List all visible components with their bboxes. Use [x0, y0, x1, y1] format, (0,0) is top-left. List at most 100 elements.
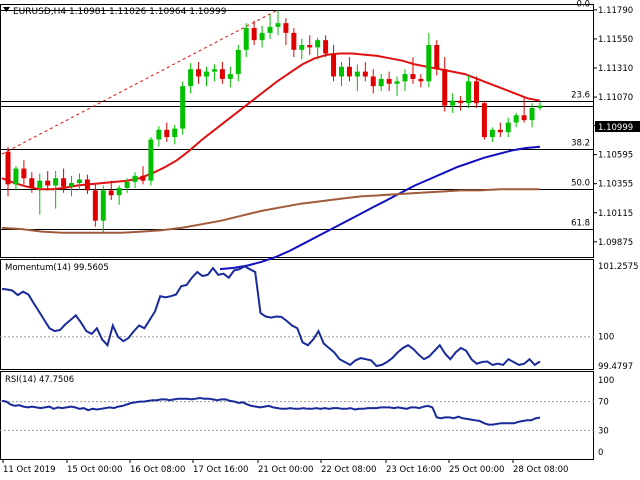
candle-body [172, 128, 178, 138]
rsi-line [1, 396, 541, 426]
candle-body [513, 115, 519, 123]
candle-body [5, 151, 11, 185]
candle-body [529, 107, 535, 121]
candle-body [346, 66, 352, 77]
candle-body [426, 44, 432, 82]
momentum-scale-label: 100 [598, 333, 614, 343]
candle-body [418, 78, 424, 82]
fib-label: 23.6 [571, 91, 590, 101]
rsi-scale-label: 30 [598, 426, 609, 436]
candle-body [450, 100, 456, 106]
current-price-tag [595, 121, 640, 132]
time-tick-label: 25 Oct 00:00 [449, 465, 504, 475]
candle-body [235, 49, 241, 75]
price-tick-label: 1.11070 [598, 93, 633, 103]
rsi-indicator: 100 70 30 0 [0, 376, 614, 458]
rsi-panel-frame [0, 371, 594, 460]
moving-averages [1, 52, 541, 271]
candle-body [489, 129, 495, 138]
momentum-scale-label: 99.4797 [598, 362, 633, 372]
candle-body [362, 71, 368, 77]
candle-body [69, 183, 75, 187]
candle-body [29, 178, 35, 188]
candle-body [37, 180, 43, 188]
candle-body [505, 122, 511, 133]
candle-body [315, 40, 321, 48]
current-price-label: 1.10999 [598, 123, 633, 133]
candle-body [13, 168, 19, 185]
candle-body [497, 129, 503, 133]
candle-body [148, 139, 154, 181]
candle-body [370, 76, 376, 87]
candle-body [188, 69, 194, 87]
moving-average-line [1, 52, 541, 191]
candle-body [204, 71, 210, 77]
time-tick-label: 16 Oct 08:00 [130, 465, 185, 475]
fib-label: 50.0 [571, 179, 590, 189]
candles [5, 9, 543, 233]
price-tick-label: 1.10355 [598, 180, 633, 190]
candle-body [442, 69, 448, 106]
candle-body [378, 78, 384, 87]
candle-body [140, 175, 146, 181]
candle-body [84, 179, 90, 191]
time-tick-label: 17 Oct 16:00 [193, 465, 248, 475]
rsi-scale-label: 70 [598, 398, 609, 408]
candle-body [21, 168, 27, 179]
price-tick-label: 1.11550 [598, 35, 633, 45]
momentum-indicator: 101.2575 100 99.4797 [0, 262, 639, 372]
candle-body [283, 23, 289, 33]
moving-average-line [219, 145, 541, 271]
price-tick-label: 1.11790 [598, 6, 633, 16]
candle-body [473, 81, 479, 104]
price-tick-label: 1.10595 [598, 151, 633, 161]
candle-body [156, 129, 162, 140]
candle-body [537, 105, 543, 108]
fib-label: 61.8 [571, 219, 590, 229]
candle-body [307, 44, 313, 48]
candle-body [132, 175, 138, 182]
candle-body [458, 100, 464, 104]
candle-body [100, 190, 106, 221]
candle-body [267, 26, 273, 33]
candle-body [394, 81, 400, 84]
rsi-label: RSI(14) 47.7506 [5, 375, 74, 385]
moving-average-line [1, 188, 540, 234]
candle-body [275, 23, 281, 27]
candle-body [116, 187, 122, 196]
momentum-line [1, 265, 541, 368]
price-tick-label: 1.10115 [598, 209, 633, 219]
candle-body [243, 28, 249, 50]
time-tick-label: 21 Oct 00:00 [258, 465, 313, 475]
fib-label: 0.0 [576, 0, 590, 10]
price-tick-label: 1.09875 [598, 238, 633, 248]
collapse-triangle-icon[interactable] [3, 7, 10, 12]
candle-body [219, 69, 225, 79]
candle-body [227, 74, 233, 79]
candle-body [53, 178, 59, 186]
candle-body [481, 103, 487, 138]
candle-body [61, 178, 67, 187]
candle-body [196, 69, 202, 77]
candle-body [331, 53, 337, 77]
momentum-label: Momentum(14) 99.5605 [5, 263, 109, 273]
candle-body [323, 40, 329, 54]
time-tick-label: 22 Oct 08:00 [321, 465, 376, 475]
candle-body [410, 74, 416, 79]
candle-body [251, 28, 257, 41]
candle-body [211, 69, 217, 72]
time-tick-label: 15 Oct 00:00 [67, 465, 122, 475]
candle-body [76, 179, 82, 184]
candle-body [124, 181, 130, 188]
main-panel-frame [0, 4, 594, 258]
trend-guides [1, 9, 279, 155]
candle-body [434, 44, 440, 70]
fib-levels: 0.0 23.6 38.2 50.0 61.8 [0, 0, 594, 230]
time-tick-label: 11 Oct 2019 [3, 465, 56, 475]
candle-body [402, 74, 408, 82]
candle-body [466, 81, 472, 104]
candle-body [338, 66, 344, 77]
fib-label: 38.2 [571, 139, 590, 149]
candle-body [291, 32, 297, 50]
